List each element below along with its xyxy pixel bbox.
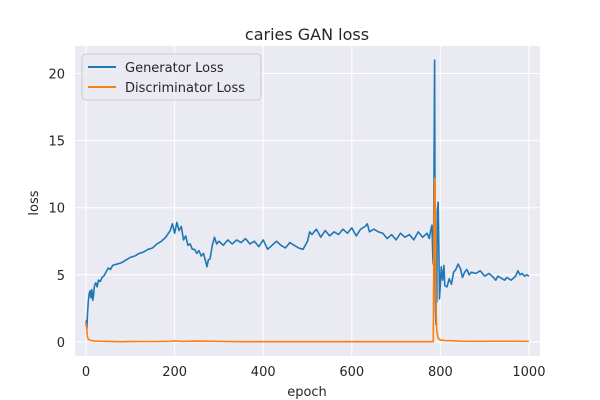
legend: Generator Loss Discriminator Loss [81, 53, 262, 101]
y-tick-label: 10 [48, 202, 65, 217]
y-tick-label: 0 [57, 336, 65, 351]
x-tick-label: 600 [339, 365, 364, 380]
y-tick-label: 5 [57, 269, 65, 284]
x-tick-label: 800 [428, 365, 453, 380]
y-axis-label: loss [27, 190, 42, 215]
y-tick-label: 20 [48, 68, 65, 83]
series-layer [85, 59, 530, 343]
x-axis-label: epoch [287, 385, 327, 400]
series-line-discriminator-loss [85, 177, 529, 343]
legend-label-discriminator: Discriminator Loss [125, 81, 245, 96]
x-tick-label: 0 [82, 365, 90, 380]
x-tick-label: 1000 [512, 365, 545, 380]
tick-labels: 0 200 400 600 800 1000 0 5 10 15 20 [48, 68, 545, 380]
chart-title: caries GAN loss [245, 25, 369, 44]
y-tick-label: 15 [48, 135, 65, 150]
x-tick-label: 200 [162, 365, 187, 380]
series-line-generator-loss [85, 59, 530, 330]
grid [75, 46, 540, 356]
x-tick-label: 400 [251, 365, 276, 380]
legend-box [81, 53, 262, 101]
legend-label-generator: Generator Loss [125, 61, 224, 76]
